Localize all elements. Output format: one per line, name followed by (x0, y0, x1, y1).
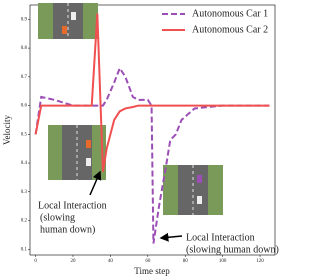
annotation: Local Interaction (38, 200, 107, 211)
arrow (89, 170, 102, 196)
x-tick-label: 20 (71, 259, 77, 264)
y-tick-label: 0.6 (21, 104, 28, 109)
annotation: human down) (40, 224, 95, 235)
y-tick-label: 0.8 (21, 46, 28, 51)
x-tick-label: 40 (108, 259, 114, 264)
annotation: (slowing (40, 212, 75, 223)
line-series (34, 13, 270, 172)
y-tick-label: 0.5 (21, 132, 28, 137)
x-tick-label: 60 (145, 259, 151, 264)
y-tick-label: 0.9 (21, 18, 28, 23)
plot-frame (29, 4, 276, 256)
x-tick-label: 0 (34, 259, 37, 264)
y-tick-label: 0.3 (21, 190, 28, 195)
y-tick-label: 0.4 (21, 161, 28, 166)
y-tick-label: 0.2 (21, 219, 28, 224)
road-image (48, 125, 106, 180)
chart: Time step Velocity 0 20 40 60 80 100 120 0.1 0.2… (2, 3, 279, 276)
road-image (38, 3, 98, 39)
x-tick-label: 120 (256, 259, 264, 264)
legend-label: Autonomous Car 2 (192, 24, 268, 35)
road-image (163, 165, 223, 215)
x-tick-label: 80 (183, 259, 189, 264)
annotation: (slowing human down) (186, 244, 279, 255)
legend-label: Autonomous Car 1 (192, 8, 268, 19)
y-tick-label: 0.7 (21, 75, 28, 80)
y-axis-label: Velocity (2, 115, 12, 145)
x-tick-label: 100 (219, 259, 227, 264)
y-tick-label: 0.1 (21, 247, 28, 252)
arrow (159, 232, 183, 242)
x-axis-label: Time step (134, 266, 170, 276)
annotation: Local Interaction (186, 232, 255, 243)
